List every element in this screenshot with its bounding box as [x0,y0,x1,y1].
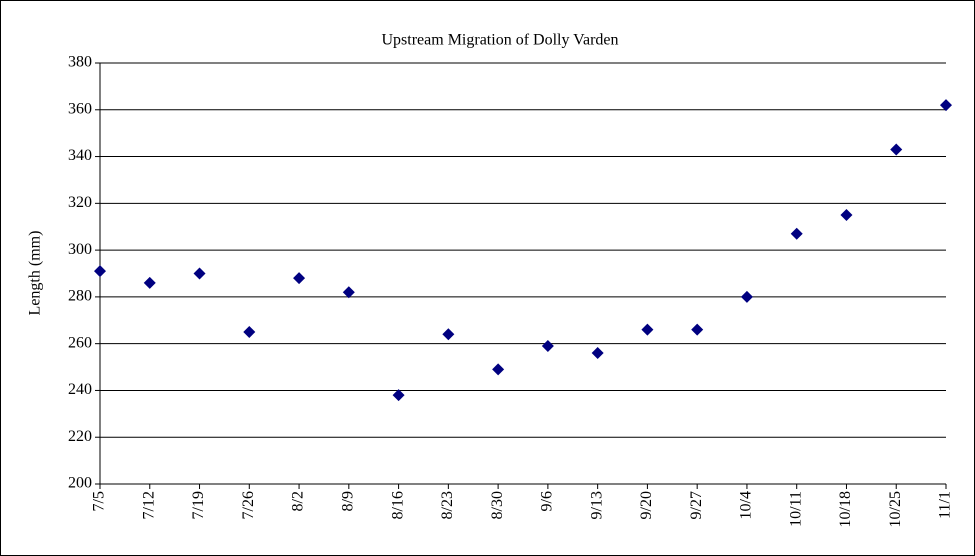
x-tick-label: 9/27 [688,491,705,519]
point [840,209,853,222]
x-tick-label: 8/16 [389,491,406,519]
y-tick-label: 340 [68,147,92,164]
x-tick-label: 10/4 [738,491,755,519]
x-tick-label: 9/20 [638,491,655,519]
point [442,328,455,341]
x-tick-label: 8/23 [439,491,456,519]
x-tick-label: 7/26 [240,491,257,519]
point [940,99,952,112]
x-tick-label: 7/19 [190,491,207,519]
y-tick-label: 200 [68,475,92,492]
x-tick-label: 9/13 [588,491,605,519]
point [342,286,355,299]
y-tick-label: 280 [68,288,92,305]
point [591,347,604,360]
x-tick-label: 8/2 [290,491,307,511]
x-tick-label: 8/9 [339,491,356,511]
point [890,143,903,156]
y-axis-label: Length (mm) [27,231,44,316]
y-tick-label: 380 [68,54,92,71]
y-tick-label: 360 [68,100,92,117]
point [641,323,654,336]
point [94,265,106,278]
y-tick-label: 220 [68,428,92,445]
x-tick-label: 10/25 [887,491,904,527]
point [143,276,156,289]
point [392,389,405,402]
x-tick-label: 9/6 [539,491,556,511]
x-tick-label: 10/11 [787,491,804,527]
point [541,340,554,353]
y-tick-label: 260 [68,334,92,351]
point [492,363,505,376]
point [193,267,206,280]
x-tick-label: 10/18 [837,491,854,527]
point [293,272,306,285]
point [691,323,704,336]
x-tick-label: 7/5 [91,491,108,511]
y-tick-label: 300 [68,241,92,258]
y-tick-label: 240 [68,381,92,398]
x-tick-label: 11/1 [937,491,954,519]
x-tick-label: 7/12 [140,491,157,519]
y-tick-label: 320 [68,194,92,211]
chart-title: Upstream Migration of Dolly Varden [382,32,619,49]
x-tick-label: 8/30 [489,491,506,519]
point [740,290,753,303]
point [243,325,256,338]
point [790,227,803,240]
